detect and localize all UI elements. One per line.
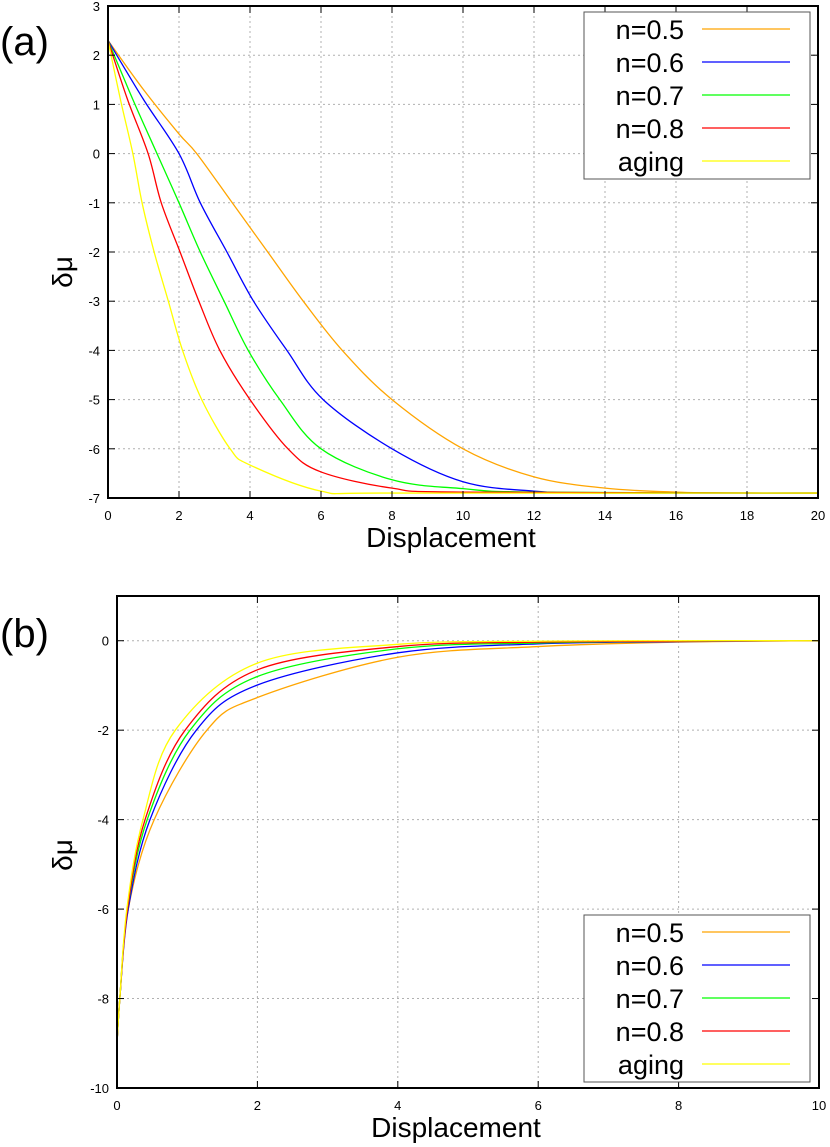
axis-ticks: 0 2 4 6 8 10 -10 -8 -6 -4 -2 0 [90, 596, 826, 1113]
x-axis-title: Displacement [371, 1112, 541, 1143]
curve-n-0-5 [107, 40, 819, 494]
y-tick-label: 2 [93, 48, 100, 63]
x-tick-label: 0 [113, 1098, 120, 1113]
chart-panel-b: (b) 0 2 4 6 8 10-10-8-6-4-20 Displacement δμ … [0, 595, 826, 1143]
x-tick-label: 6 [535, 1098, 542, 1113]
legend-label: aging [618, 1050, 684, 1080]
x-tick-label: 20 [811, 508, 825, 523]
legend-label: n=0.6 [616, 48, 684, 78]
plot-frame [116, 595, 820, 1089]
panel-label-b: (b) [0, 612, 49, 656]
y-tick-label: 1 [93, 97, 100, 112]
x-tick-label: 18 [740, 508, 754, 523]
y-tick-label: -1 [88, 196, 100, 211]
curve-n-0-7 [107, 40, 819, 494]
y-tick-label: 0 [102, 634, 109, 649]
y-axis-title: δμ [47, 839, 78, 871]
curve-aging [116, 640, 820, 1044]
x-tick-label: 12 [527, 508, 541, 523]
plot-curves [107, 40, 819, 495]
legend-label: n=0.8 [616, 1017, 684, 1047]
plot-curves [116, 640, 820, 1044]
y-tick-label: -4 [88, 343, 100, 358]
chart-panel-a: (a) 0 2 4 6 8 10 12 14 16 18 20-7-6-5-4-3-2-10123 … [0, 0, 825, 553]
x-axis-title: Displacement [366, 522, 536, 553]
panel-label-a: (a) [0, 20, 49, 64]
x-tick-label: 4 [394, 1098, 401, 1113]
legend-label: n=0.5 [616, 15, 684, 45]
curve-n-0-8 [107, 40, 819, 494]
legend-label: n=0.5 [616, 918, 684, 948]
y-axis-title: δμ [47, 256, 78, 288]
x-tick-label: 2 [254, 1098, 261, 1113]
y-tick-label: -8 [97, 992, 109, 1007]
x-tick-label: 10 [812, 1098, 826, 1113]
x-tick-label: 8 [675, 1098, 682, 1113]
x-tick-label: 16 [669, 508, 683, 523]
legend-label: n=0.7 [616, 81, 684, 111]
y-tick-label: -6 [88, 442, 100, 457]
x-tick-label: 8 [388, 508, 395, 523]
y-tick-label: 0 [93, 147, 100, 162]
legend-label: n=0.7 [616, 984, 684, 1014]
y-tick-label: -2 [88, 245, 100, 260]
x-tick-label: 0 [104, 508, 111, 523]
y-tick-label: -2 [97, 723, 109, 738]
y-tick-label: -3 [88, 294, 100, 309]
y-tick-label: -10 [90, 1081, 109, 1096]
y-tick-label: -7 [88, 491, 100, 506]
y-tick-label: -6 [97, 902, 109, 917]
y-tick-label: -4 [97, 813, 109, 828]
x-tick-label: 10 [456, 508, 470, 523]
y-tick-label: -5 [88, 393, 100, 408]
x-tick-label: 14 [598, 508, 612, 523]
y-tick-label: 3 [93, 0, 100, 14]
legend-label: aging [618, 147, 684, 177]
x-tick-label: 2 [175, 508, 182, 523]
x-tick-label: 4 [246, 508, 253, 523]
legend-label: n=0.8 [616, 114, 684, 144]
x-tick-label: 6 [317, 508, 324, 523]
legend-label: n=0.6 [616, 951, 684, 981]
